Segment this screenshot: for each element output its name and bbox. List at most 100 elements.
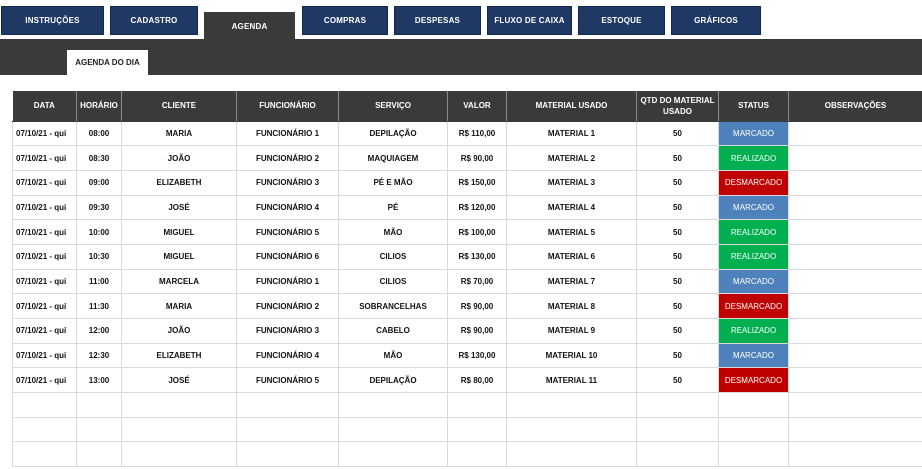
date-cell[interactable]: 07/10/21 - qui bbox=[12, 145, 77, 171]
date-cell[interactable]: 07/10/21 - qui bbox=[12, 268, 77, 295]
client-cell[interactable]: MARIA bbox=[121, 120, 237, 147]
material-cell[interactable]: MATERIAL 5 bbox=[506, 219, 637, 245]
date-cell[interactable]: 07/10/21 - qui bbox=[12, 120, 77, 147]
status-cell[interactable]: MARCADO bbox=[718, 194, 789, 221]
date-cell[interactable]: 07/10/21 - qui bbox=[12, 318, 77, 344]
service-cell[interactable]: MÃO bbox=[338, 342, 448, 369]
employee-cell[interactable]: FUNCIONÁRIO 3 bbox=[236, 318, 339, 344]
service-cell[interactable] bbox=[338, 392, 448, 418]
time-cell[interactable]: 09:30 bbox=[76, 194, 122, 221]
status-cell[interactable] bbox=[718, 416, 789, 443]
qty-cell[interactable] bbox=[636, 392, 719, 418]
client-cell[interactable]: JOÃO bbox=[121, 145, 237, 171]
material-cell[interactable]: MATERIAL 2 bbox=[506, 145, 637, 171]
value-cell[interactable]: R$ 130,00 bbox=[447, 243, 507, 270]
material-cell[interactable]: MATERIAL 8 bbox=[506, 293, 637, 319]
qty-cell[interactable]: 50 bbox=[636, 293, 719, 319]
client-cell[interactable] bbox=[121, 416, 237, 443]
service-cell[interactable]: CILIOS bbox=[338, 243, 448, 270]
header-data[interactable]: DATA bbox=[12, 91, 77, 122]
service-cell[interactable]: MAQUIAGEM bbox=[338, 145, 448, 171]
service-cell[interactable]: CABELO bbox=[338, 318, 448, 344]
value-cell[interactable] bbox=[447, 441, 507, 468]
time-cell[interactable]: 12:00 bbox=[76, 318, 122, 344]
service-cell[interactable]: PÉ E MÃO bbox=[338, 169, 448, 196]
qty-cell[interactable]: 50 bbox=[636, 318, 719, 344]
tab-compras[interactable]: COMPRAS bbox=[302, 6, 388, 35]
material-cell[interactable]: MATERIAL 9 bbox=[506, 318, 637, 344]
material-cell[interactable]: MATERIAL 7 bbox=[506, 268, 637, 295]
notes-cell[interactable] bbox=[788, 318, 922, 344]
time-cell[interactable]: 11:00 bbox=[76, 268, 122, 295]
tab-cadastro[interactable]: CADASTRO bbox=[110, 6, 198, 35]
value-cell[interactable]: R$ 90,00 bbox=[447, 318, 507, 344]
material-cell[interactable]: MATERIAL 6 bbox=[506, 243, 637, 270]
value-cell[interactable]: R$ 90,00 bbox=[447, 145, 507, 171]
header-status[interactable]: STATUS bbox=[718, 91, 789, 122]
service-cell[interactable]: DEPILAÇÃO bbox=[338, 120, 448, 147]
notes-cell[interactable] bbox=[788, 268, 922, 295]
employee-cell[interactable]: FUNCIONÁRIO 4 bbox=[236, 342, 339, 369]
client-cell[interactable]: JOÃO bbox=[121, 318, 237, 344]
time-cell[interactable]: 09:00 bbox=[76, 169, 122, 196]
time-cell[interactable]: 10:00 bbox=[76, 219, 122, 245]
tab-despesas[interactable]: DESPESAS bbox=[394, 6, 481, 35]
qty-cell[interactable]: 50 bbox=[636, 145, 719, 171]
header-horario[interactable]: HORÁRIO bbox=[76, 91, 122, 122]
header-valor[interactable]: VALOR bbox=[447, 91, 507, 122]
value-cell[interactable]: R$ 120,00 bbox=[447, 194, 507, 221]
status-cell[interactable]: MARCADO bbox=[718, 268, 789, 295]
qty-cell[interactable]: 50 bbox=[636, 219, 719, 245]
value-cell[interactable]: R$ 110,00 bbox=[447, 120, 507, 147]
material-cell[interactable]: MATERIAL 10 bbox=[506, 342, 637, 369]
status-cell[interactable]: REALIZADO bbox=[718, 318, 789, 344]
client-cell[interactable]: JOSÉ bbox=[121, 194, 237, 221]
employee-cell[interactable] bbox=[236, 441, 339, 468]
date-cell[interactable]: 07/10/21 - qui bbox=[12, 219, 77, 245]
status-cell[interactable]: DESMARCADO bbox=[718, 169, 789, 196]
date-cell[interactable]: 07/10/21 - qui bbox=[12, 342, 77, 369]
employee-cell[interactable]: FUNCIONÁRIO 3 bbox=[236, 169, 339, 196]
client-cell[interactable] bbox=[121, 392, 237, 418]
qty-cell[interactable]: 50 bbox=[636, 243, 719, 270]
client-cell[interactable]: MARIA bbox=[121, 293, 237, 319]
qty-cell[interactable]: 50 bbox=[636, 120, 719, 147]
employee-cell[interactable]: FUNCIONÁRIO 2 bbox=[236, 293, 339, 319]
notes-cell[interactable] bbox=[788, 169, 922, 196]
service-cell[interactable] bbox=[338, 416, 448, 443]
date-cell[interactable]: 07/10/21 - qui bbox=[12, 194, 77, 221]
employee-cell[interactable]: FUNCIONÁRIO 4 bbox=[236, 194, 339, 221]
header-cliente[interactable]: CLIENTE bbox=[121, 91, 237, 122]
client-cell[interactable] bbox=[121, 441, 237, 468]
time-cell[interactable] bbox=[76, 392, 122, 418]
value-cell[interactable] bbox=[447, 392, 507, 418]
time-cell[interactable]: 08:30 bbox=[76, 145, 122, 171]
status-cell[interactable] bbox=[718, 392, 789, 418]
notes-cell[interactable] bbox=[788, 293, 922, 319]
material-cell[interactable]: MATERIAL 11 bbox=[506, 367, 637, 394]
service-cell[interactable]: PÉ bbox=[338, 194, 448, 221]
status-cell[interactable]: REALIZADO bbox=[718, 145, 789, 171]
status-cell[interactable] bbox=[718, 441, 789, 468]
client-cell[interactable]: MIGUEL bbox=[121, 219, 237, 245]
notes-cell[interactable] bbox=[788, 392, 922, 418]
time-cell[interactable] bbox=[76, 416, 122, 443]
client-cell[interactable]: JOSÉ bbox=[121, 367, 237, 394]
qty-cell[interactable]: 50 bbox=[636, 342, 719, 369]
tab-agenda[interactable]: AGENDA bbox=[204, 12, 295, 40]
header-material-usado[interactable]: MATERIAL USADO bbox=[506, 91, 637, 122]
value-cell[interactable]: R$ 90,00 bbox=[447, 293, 507, 319]
employee-cell[interactable] bbox=[236, 392, 339, 418]
date-cell[interactable] bbox=[12, 441, 77, 468]
employee-cell[interactable]: FUNCIONÁRIO 5 bbox=[236, 367, 339, 394]
time-cell[interactable] bbox=[76, 441, 122, 468]
employee-cell[interactable]: FUNCIONÁRIO 6 bbox=[236, 243, 339, 270]
service-cell[interactable] bbox=[338, 441, 448, 468]
qty-cell[interactable]: 50 bbox=[636, 194, 719, 221]
notes-cell[interactable] bbox=[788, 120, 922, 147]
notes-cell[interactable] bbox=[788, 145, 922, 171]
status-cell[interactable]: REALIZADO bbox=[718, 219, 789, 245]
value-cell[interactable]: R$ 150,00 bbox=[447, 169, 507, 196]
qty-cell[interactable]: 50 bbox=[636, 367, 719, 394]
qty-cell[interactable]: 50 bbox=[636, 169, 719, 196]
